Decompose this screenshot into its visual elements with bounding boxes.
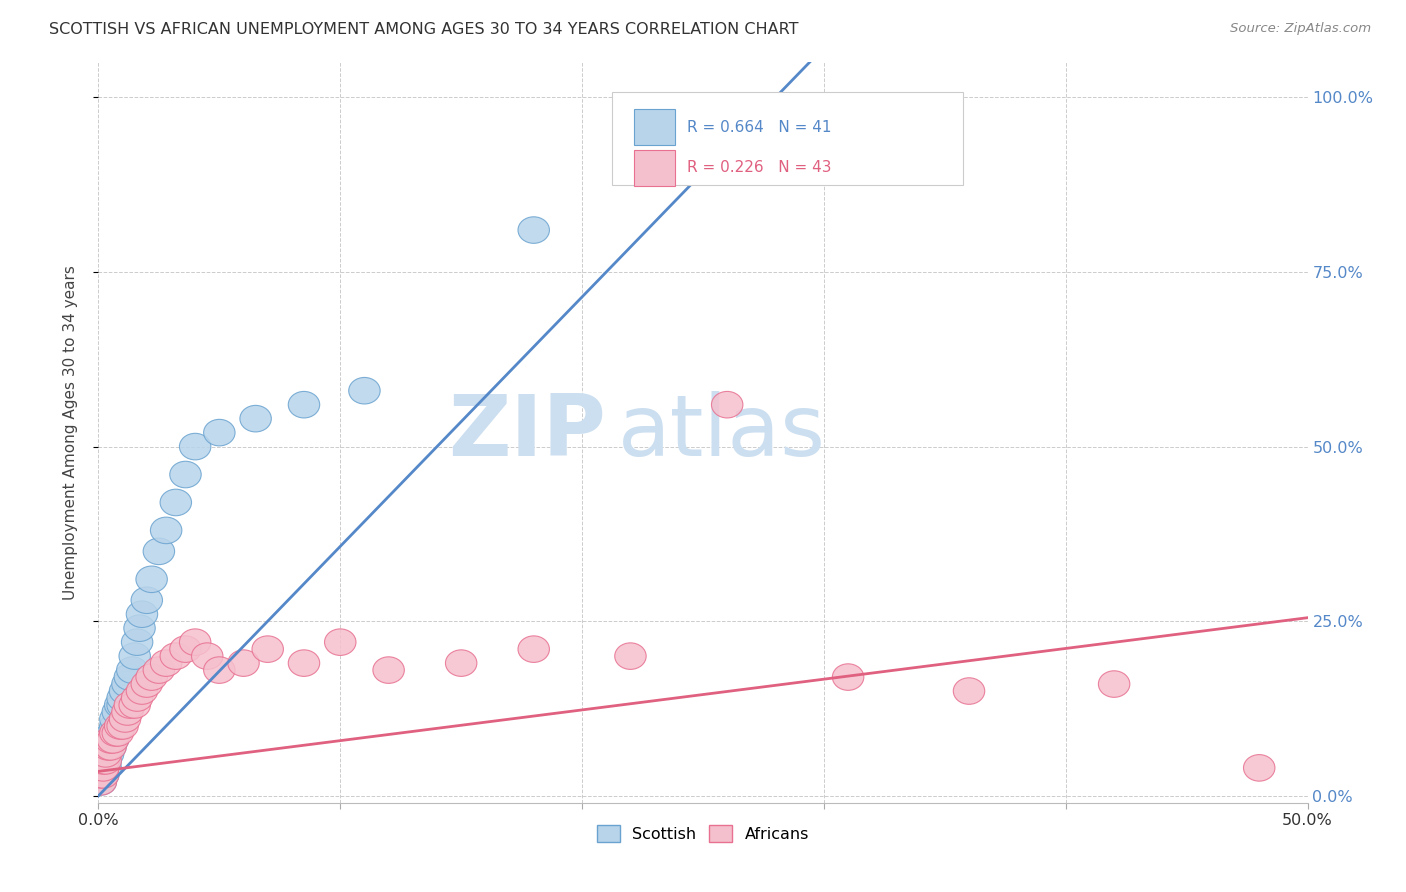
- Ellipse shape: [100, 713, 131, 739]
- Ellipse shape: [90, 747, 121, 774]
- Ellipse shape: [104, 692, 136, 718]
- Ellipse shape: [104, 713, 136, 739]
- Ellipse shape: [97, 727, 129, 753]
- Ellipse shape: [143, 657, 174, 683]
- Ellipse shape: [131, 671, 163, 698]
- Ellipse shape: [1098, 671, 1130, 698]
- Ellipse shape: [204, 657, 235, 683]
- Ellipse shape: [711, 98, 742, 125]
- Ellipse shape: [86, 769, 117, 795]
- Ellipse shape: [103, 720, 134, 747]
- Ellipse shape: [170, 461, 201, 488]
- Ellipse shape: [204, 419, 235, 446]
- Ellipse shape: [100, 706, 131, 732]
- Ellipse shape: [180, 629, 211, 656]
- Ellipse shape: [124, 615, 155, 641]
- Ellipse shape: [252, 636, 284, 663]
- FancyBboxPatch shape: [634, 109, 675, 145]
- Ellipse shape: [832, 664, 863, 690]
- Ellipse shape: [87, 762, 120, 789]
- Ellipse shape: [191, 643, 224, 669]
- Ellipse shape: [87, 755, 120, 781]
- Ellipse shape: [93, 740, 124, 767]
- Ellipse shape: [114, 692, 146, 718]
- Ellipse shape: [120, 692, 150, 718]
- Ellipse shape: [953, 678, 984, 705]
- Ellipse shape: [87, 762, 120, 789]
- Ellipse shape: [517, 217, 550, 244]
- Ellipse shape: [121, 685, 153, 711]
- Ellipse shape: [127, 678, 157, 705]
- Ellipse shape: [114, 664, 146, 690]
- Ellipse shape: [373, 657, 405, 683]
- Ellipse shape: [711, 392, 742, 418]
- Ellipse shape: [111, 698, 143, 725]
- Ellipse shape: [107, 713, 138, 739]
- Legend: Scottish, Africans: Scottish, Africans: [591, 819, 815, 848]
- Ellipse shape: [349, 377, 380, 404]
- Ellipse shape: [117, 657, 148, 683]
- Ellipse shape: [1243, 755, 1275, 781]
- Ellipse shape: [170, 636, 201, 663]
- Text: R = 0.664   N = 41: R = 0.664 N = 41: [688, 120, 832, 135]
- Y-axis label: Unemployment Among Ages 30 to 34 years: Unemployment Among Ages 30 to 34 years: [63, 265, 77, 600]
- FancyBboxPatch shape: [613, 92, 963, 185]
- Ellipse shape: [100, 720, 131, 747]
- Ellipse shape: [325, 629, 356, 656]
- Ellipse shape: [94, 733, 127, 760]
- Ellipse shape: [446, 650, 477, 676]
- Text: Source: ZipAtlas.com: Source: ZipAtlas.com: [1230, 22, 1371, 36]
- Ellipse shape: [94, 727, 127, 753]
- Text: atlas: atlas: [619, 391, 827, 475]
- Ellipse shape: [97, 720, 129, 747]
- Ellipse shape: [150, 517, 181, 544]
- Ellipse shape: [160, 489, 191, 516]
- Ellipse shape: [90, 740, 121, 767]
- Ellipse shape: [107, 692, 138, 718]
- Ellipse shape: [240, 405, 271, 432]
- Ellipse shape: [150, 650, 181, 676]
- Ellipse shape: [517, 636, 550, 663]
- Ellipse shape: [87, 747, 120, 774]
- Ellipse shape: [614, 643, 647, 669]
- Text: SCOTTISH VS AFRICAN UNEMPLOYMENT AMONG AGES 30 TO 34 YEARS CORRELATION CHART: SCOTTISH VS AFRICAN UNEMPLOYMENT AMONG A…: [49, 22, 799, 37]
- Ellipse shape: [120, 643, 150, 669]
- Ellipse shape: [111, 671, 143, 698]
- Ellipse shape: [86, 762, 117, 789]
- Ellipse shape: [90, 747, 121, 774]
- Ellipse shape: [93, 733, 124, 760]
- Ellipse shape: [86, 762, 117, 789]
- Ellipse shape: [288, 650, 319, 676]
- Ellipse shape: [121, 629, 153, 656]
- Ellipse shape: [136, 566, 167, 592]
- Ellipse shape: [97, 727, 129, 753]
- Ellipse shape: [160, 643, 191, 669]
- Ellipse shape: [90, 755, 121, 781]
- Text: R = 0.226   N = 43: R = 0.226 N = 43: [688, 161, 832, 176]
- Ellipse shape: [110, 706, 141, 732]
- Ellipse shape: [143, 538, 174, 565]
- Ellipse shape: [103, 698, 134, 725]
- Text: ZIP: ZIP: [449, 391, 606, 475]
- Ellipse shape: [90, 740, 121, 767]
- Ellipse shape: [93, 733, 124, 760]
- Ellipse shape: [94, 733, 127, 760]
- Ellipse shape: [180, 434, 211, 460]
- FancyBboxPatch shape: [634, 150, 675, 186]
- Ellipse shape: [288, 392, 319, 418]
- Ellipse shape: [131, 587, 163, 614]
- Ellipse shape: [228, 650, 259, 676]
- Ellipse shape: [127, 601, 157, 627]
- Ellipse shape: [87, 747, 120, 774]
- Ellipse shape: [86, 769, 117, 795]
- Ellipse shape: [136, 664, 167, 690]
- Ellipse shape: [94, 727, 127, 753]
- Ellipse shape: [107, 685, 138, 711]
- Ellipse shape: [87, 755, 120, 781]
- Ellipse shape: [110, 678, 141, 705]
